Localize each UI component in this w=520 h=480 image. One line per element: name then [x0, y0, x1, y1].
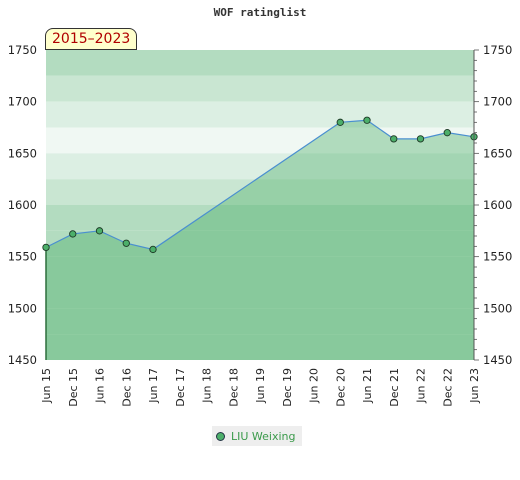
grid-band — [46, 256, 474, 283]
data-point — [416, 135, 425, 143]
period-badge: 2015–2023 — [45, 28, 138, 50]
x-tick-label: Jun 22 — [415, 368, 428, 404]
grid-band — [46, 75, 474, 102]
data-point — [363, 116, 371, 124]
grid-band — [46, 205, 474, 231]
grid-band — [46, 282, 474, 309]
data-point — [390, 135, 398, 143]
grid-band — [46, 230, 474, 257]
x-tick-label: Jun 18 — [201, 368, 214, 404]
data-point — [122, 239, 130, 247]
data-point — [95, 227, 104, 235]
y-tick-label-right: 1650 — [483, 146, 512, 160]
grid-band — [46, 50, 474, 76]
x-tick-label: Dec 20 — [334, 368, 347, 407]
x-tick-label: Dec 16 — [120, 368, 133, 407]
y-tick-label-right: 1750 — [483, 43, 512, 57]
x-tick-label: Dec 18 — [227, 368, 240, 407]
data-point — [443, 129, 451, 137]
x-tick-label: Dec 15 — [67, 368, 80, 407]
grid-band — [46, 127, 474, 154]
series-area — [46, 120, 474, 361]
legend-label: LIU Weixing — [231, 429, 296, 443]
y-tick-label-right: 1700 — [483, 95, 512, 109]
grid-band — [46, 308, 474, 335]
y-tick-label-left: 1500 — [8, 301, 37, 315]
x-tick-label: Jun 19 — [254, 368, 267, 404]
x-tick-label: Jun 17 — [147, 368, 160, 404]
y-tick-label-left: 1700 — [8, 95, 37, 109]
x-tick-label: Dec 22 — [441, 368, 454, 407]
y-tick-label-right: 1450 — [483, 353, 512, 367]
grid-band — [46, 101, 474, 128]
x-tick-label: Dec 21 — [388, 368, 401, 407]
x-tick-label: Jun 16 — [94, 368, 107, 404]
y-tick-label-left: 1650 — [8, 146, 37, 160]
y-tick-label-left: 1750 — [8, 43, 37, 57]
data-point — [69, 230, 77, 238]
y-tick-label-left: 1450 — [8, 353, 37, 367]
grid-band — [46, 153, 474, 180]
y-tick-label-left: 1600 — [8, 198, 37, 212]
legend-marker-icon — [216, 431, 225, 441]
grid-band — [46, 334, 474, 360]
legend[interactable]: LIU Weixing — [212, 426, 302, 446]
y-tick-label-right: 1600 — [483, 198, 512, 212]
x-tick-label: Dec 17 — [174, 368, 187, 407]
x-tick-label: Jun 21 — [361, 368, 374, 404]
x-tick-label: Jun 20 — [308, 368, 321, 404]
x-tick-label: Jun 23 — [468, 368, 481, 404]
x-tick-label: Dec 19 — [281, 368, 294, 407]
data-point — [149, 245, 157, 254]
y-tick-label-right: 1550 — [483, 250, 512, 264]
x-tick-label: Jun 15 — [40, 368, 53, 404]
y-tick-label-right: 1500 — [483, 301, 512, 315]
chart-title: WOF ratinglist — [213, 6, 307, 19]
grid-band — [46, 179, 474, 205]
data-point — [336, 118, 344, 126]
data-point — [42, 243, 50, 252]
y-tick-label-left: 1550 — [8, 250, 37, 264]
